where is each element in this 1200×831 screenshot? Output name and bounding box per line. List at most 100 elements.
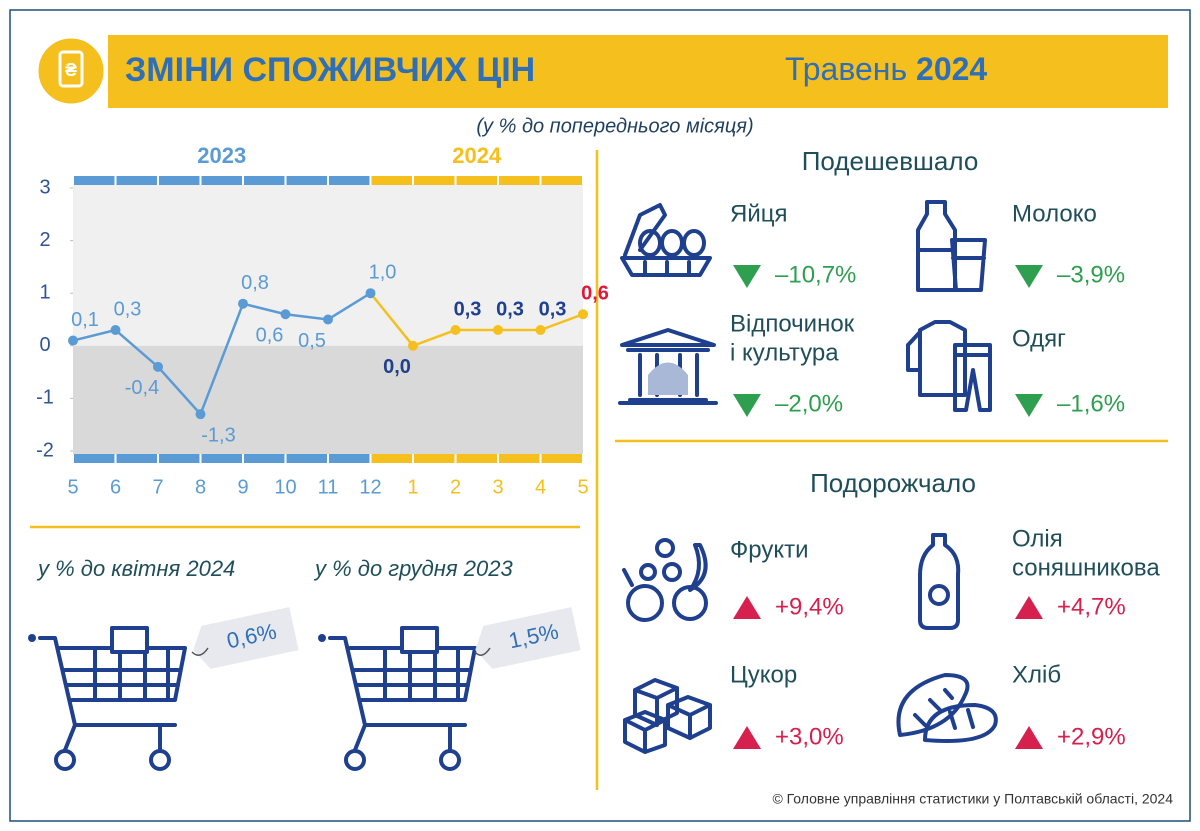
section-title: Подорожчало <box>810 468 976 498</box>
footer: © Головне управління статистики у Полтав… <box>772 791 1173 807</box>
item-change: +2,9% <box>1057 723 1126 750</box>
x-tick-label: 6 <box>110 476 121 498</box>
y-tick-label: -2 <box>36 439 54 461</box>
section-title: Подешевшало <box>802 146 979 176</box>
point <box>280 309 291 320</box>
icon-tag <box>58 50 84 88</box>
item-name: Одяг <box>1012 325 1066 352</box>
culture-icon <box>618 328 718 405</box>
y-tick-label: 2 <box>39 229 50 251</box>
cart-icon <box>318 626 477 771</box>
down-arrow <box>733 394 761 417</box>
item-change: –2,0% <box>775 390 843 417</box>
price-tag: 0,6% <box>193 607 299 669</box>
item-change: +3,0% <box>775 723 844 750</box>
item-name: Олія <box>1012 525 1063 552</box>
item-name: Відпочинок <box>730 310 855 337</box>
cart-icon <box>28 626 187 771</box>
item-change: +4,7% <box>1057 593 1126 620</box>
item-change: –10,7% <box>775 261 856 288</box>
point <box>365 288 376 299</box>
up-arrow <box>733 596 761 619</box>
x-tick-label: 5 <box>577 476 588 498</box>
header-period: Травень 2024 <box>785 51 987 87</box>
point <box>408 340 418 351</box>
item-name: Хліб <box>1012 661 1061 688</box>
y-tick-label: 0 <box>39 334 50 356</box>
x-tick-label: 8 <box>195 476 206 498</box>
point <box>493 325 503 336</box>
value-label: 0,3 <box>539 298 567 320</box>
value-label: 1,0 <box>369 261 397 283</box>
x-tick-label: 11 <box>318 476 339 498</box>
oil-icon <box>918 533 961 630</box>
up-arrow <box>1015 726 1043 749</box>
x-tick-label: 9 <box>237 476 248 498</box>
item-name: Цукор <box>730 661 797 688</box>
item-change: +9,4% <box>775 593 844 620</box>
item-name: соняшникова <box>1012 554 1160 581</box>
eggs-icon <box>620 203 712 277</box>
clothes-icon <box>906 320 992 412</box>
point <box>578 309 588 320</box>
down-arrow <box>733 265 761 288</box>
y-tick-label: 1 <box>39 281 50 303</box>
period-month: Травень <box>785 51 907 87</box>
year-label: 2024 <box>452 143 502 168</box>
plot-lower <box>73 345 583 455</box>
year-band <box>370 454 583 463</box>
summary-label: у % до грудня 2023 <box>313 556 513 581</box>
down-arrow <box>1015 265 1043 288</box>
y-tick-label: 3 <box>39 176 50 198</box>
point <box>110 325 121 336</box>
value-label: -1,3 <box>201 424 235 446</box>
point <box>153 361 163 372</box>
value-label: 0,5 <box>298 330 326 352</box>
value-label: 0,1 <box>71 309 99 331</box>
connector <box>369 292 414 347</box>
year-band <box>73 454 371 463</box>
point <box>535 325 546 336</box>
value-label: 0,0 <box>383 356 411 378</box>
milk-icon <box>916 200 987 292</box>
y-tick-label: -1 <box>36 387 54 409</box>
item-name: Фрукти <box>730 536 809 563</box>
tag-string <box>191 647 209 656</box>
point <box>195 409 206 420</box>
x-tick-label: 7 <box>152 476 163 498</box>
point <box>68 335 78 346</box>
x-tick-label: 12 <box>359 476 381 498</box>
header-bar <box>35 35 1168 108</box>
x-tick-label: 3 <box>492 476 503 498</box>
x-tick-label: 10 <box>274 476 296 498</box>
value-label: 0,3 <box>114 298 142 320</box>
tag-string <box>474 647 491 656</box>
chart-subtitle: (у % до попереднього місяця) <box>476 115 753 137</box>
value-label: 0,3 <box>454 298 482 320</box>
point <box>450 325 461 336</box>
fruit-icon <box>622 538 708 622</box>
value-label: 0,3 <box>496 298 524 320</box>
value-label: 0,8 <box>241 272 269 294</box>
value-label: -0,4 <box>125 377 159 399</box>
period-year: 2024 <box>916 51 987 87</box>
x-tick-label: 1 <box>407 476 418 498</box>
year-band <box>370 176 583 185</box>
up-arrow <box>733 726 761 749</box>
item-name: і культура <box>730 339 839 366</box>
item-change: –1,6% <box>1057 390 1125 417</box>
value-label: 0,6 <box>256 325 284 347</box>
line <box>72 292 372 417</box>
item-name: Яйця <box>730 200 787 227</box>
year-label: 2023 <box>197 143 246 168</box>
x-tick-label: 4 <box>535 476 546 498</box>
down-arrow <box>1015 394 1043 417</box>
icon-circle <box>35 35 107 107</box>
header-title: ЗМІНИ СПОЖИВЧИХ ЦІН <box>125 51 535 89</box>
value-label: 0,6 <box>581 283 609 305</box>
price-tag: 1,5% <box>475 607 581 669</box>
x-tick-label: 2 <box>450 476 461 498</box>
